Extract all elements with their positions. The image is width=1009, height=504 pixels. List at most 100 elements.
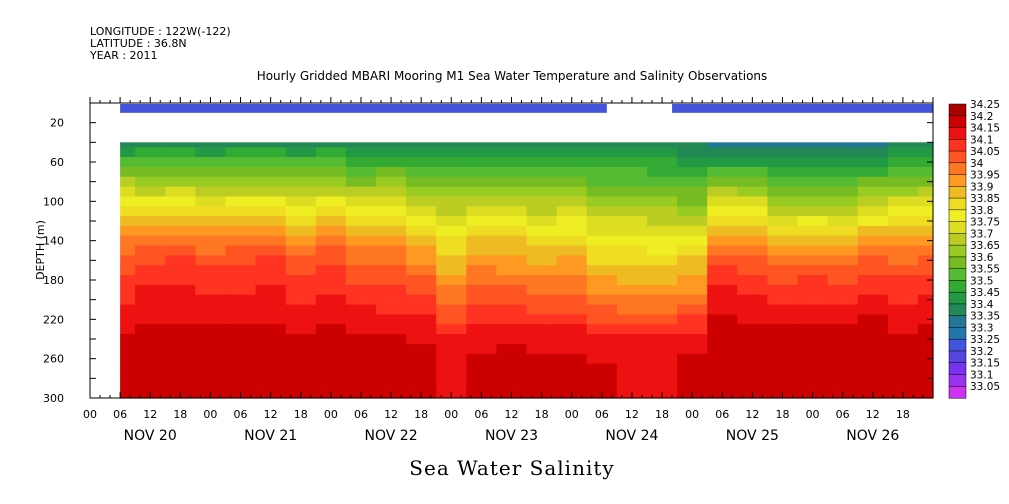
x-tick-label: 00 [203, 408, 217, 421]
heatmap-cell [707, 383, 738, 394]
heatmap-cell [827, 284, 859, 296]
heatmap-cell [767, 324, 799, 335]
heatmap-cell [646, 206, 678, 217]
heatmap-cell [376, 157, 407, 168]
heatmap-cell [120, 265, 136, 276]
surface-band-segment [120, 103, 607, 113]
heatmap-cell [827, 166, 859, 178]
heatmap-cell [225, 304, 257, 316]
heatmap-cell [406, 245, 437, 257]
heatmap-cell [646, 245, 678, 257]
heatmap-cell [225, 186, 257, 198]
heatmap-cell [120, 284, 136, 296]
x-day-label: NOV 26 [846, 428, 899, 444]
heatmap-cell [887, 245, 919, 257]
heatmap-cell [406, 304, 437, 316]
heatmap-cell [255, 343, 287, 355]
heatmap-cell [315, 314, 347, 325]
heatmap-cell [857, 294, 889, 306]
heatmap-cell [677, 166, 708, 178]
heatmap-cell [165, 196, 196, 207]
heatmap-cell [526, 314, 558, 325]
heatmap-cell [315, 166, 347, 178]
heatmap-cell [496, 353, 528, 365]
heatmap-cell [586, 186, 618, 198]
heatmap-cell [887, 235, 919, 247]
heatmap-cell [827, 206, 859, 217]
heatmap-cell [556, 166, 588, 178]
heatmap-cell [616, 324, 648, 335]
heatmap-cell [616, 255, 648, 266]
x-tick-label: 00 [685, 408, 699, 421]
heatmap-cell [466, 166, 498, 178]
x-tick-label: 12 [384, 408, 398, 421]
heatmap-cell [917, 206, 934, 217]
heatmap-cell [255, 294, 287, 306]
heatmap-cell [526, 284, 558, 296]
heatmap-cell [707, 353, 738, 365]
heatmap-cell [526, 275, 558, 286]
heatmap-cell [646, 235, 678, 247]
heatmap-cell [255, 284, 287, 296]
heatmap-cell [195, 186, 227, 198]
heatmap-cell [797, 142, 829, 148]
heatmap-cell [917, 363, 934, 375]
heatmap-cell [406, 265, 437, 276]
x-day-label: NOV 22 [365, 428, 418, 444]
heatmap-cell [345, 383, 377, 394]
colorbar-label: 33.5 [970, 275, 993, 287]
colorbar-swatch [948, 291, 967, 305]
heatmap-cell [436, 343, 467, 355]
heatmap-cell [436, 176, 467, 188]
heatmap-cell [887, 196, 919, 207]
heatmap-cell [827, 176, 859, 188]
heatmap-cell [315, 206, 347, 217]
heatmap-cell [195, 196, 227, 207]
heatmap-cell [707, 157, 738, 168]
heatmap-cell [466, 147, 498, 158]
heatmap-cell [406, 255, 437, 266]
heatmap-cell [857, 147, 889, 158]
heatmap-cell [827, 245, 859, 257]
heatmap-cell [376, 255, 407, 266]
heatmap-cell [767, 304, 799, 316]
heatmap-cell [586, 147, 618, 158]
x-axis-tick-labels: 00 06 12 18 00 06 12 18 00 06 12 18 00 06 12 18 00 06 12 18… [83, 408, 910, 421]
heatmap-cell [345, 275, 377, 286]
heatmap-cell [857, 353, 889, 365]
heatmap-cell [857, 363, 889, 375]
heatmap-cell [857, 265, 889, 276]
heatmap-cell [255, 334, 287, 345]
heatmap-cell [797, 225, 829, 237]
heatmap-cell [496, 314, 528, 325]
heatmap-cell [406, 235, 437, 247]
heatmap-cell [496, 206, 528, 217]
heatmap-cell [797, 373, 829, 384]
heatmap-cell [677, 176, 708, 188]
heatmap-cell [345, 304, 377, 316]
heatmap-cell [496, 275, 528, 286]
heatmap-cell [526, 176, 558, 188]
heatmap-cell [857, 314, 889, 325]
heatmap-cell [135, 196, 166, 207]
colorbar-label: 33.65 [970, 240, 1000, 252]
colorbar-swatch [948, 103, 967, 117]
heatmap-cell [887, 176, 919, 188]
heatmap-cell [195, 334, 227, 345]
heatmap-cell [466, 373, 498, 384]
heatmap-cell [406, 294, 437, 306]
heatmap-cell [646, 324, 678, 335]
heatmap-cell [556, 186, 588, 198]
heatmap-cell [857, 245, 889, 257]
heatmap-cell [887, 363, 919, 375]
colorbar-label: 33.25 [970, 334, 1000, 346]
colorbar-swatch [948, 139, 967, 152]
heatmap-cell [556, 343, 588, 355]
heatmap-cell [496, 142, 528, 148]
heatmap-cell [526, 245, 558, 257]
heatmap-cell [767, 265, 799, 276]
colorbar-swatch [948, 150, 967, 164]
heatmap-cell [827, 265, 859, 276]
heatmap-cell [526, 383, 558, 394]
y-tick-label: 100 [43, 195, 64, 208]
